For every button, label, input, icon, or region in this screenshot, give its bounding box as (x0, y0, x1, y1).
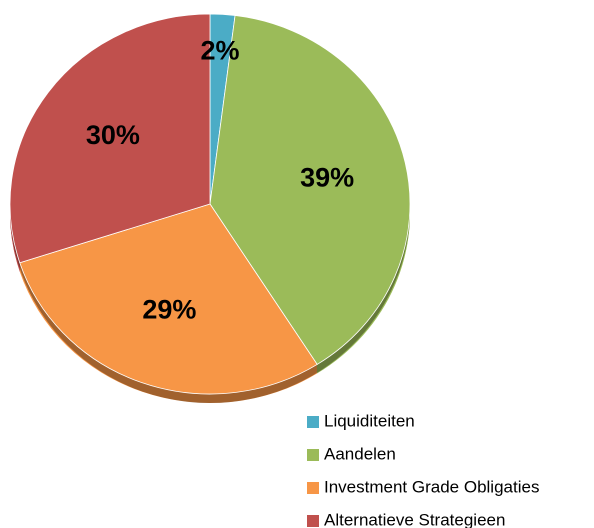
legend-swatch (307, 449, 319, 461)
value-label: 39% (300, 162, 354, 192)
legend-label: Aandelen (324, 444, 396, 463)
legend-swatch (307, 416, 319, 428)
slice (9, 13, 211, 264)
legend-label: Liquiditeiten (324, 411, 415, 430)
value-label: 29% (142, 294, 196, 324)
slice (209, 15, 411, 365)
legend-label: Investment Grade Obligaties (324, 477, 539, 496)
legend-label: Alternatieve Strategieen (324, 510, 505, 528)
slice (19, 203, 318, 395)
legend-swatch (307, 482, 319, 494)
legend-swatch (307, 515, 319, 527)
value-label: 2% (201, 35, 240, 65)
value-label: 30% (86, 120, 140, 150)
